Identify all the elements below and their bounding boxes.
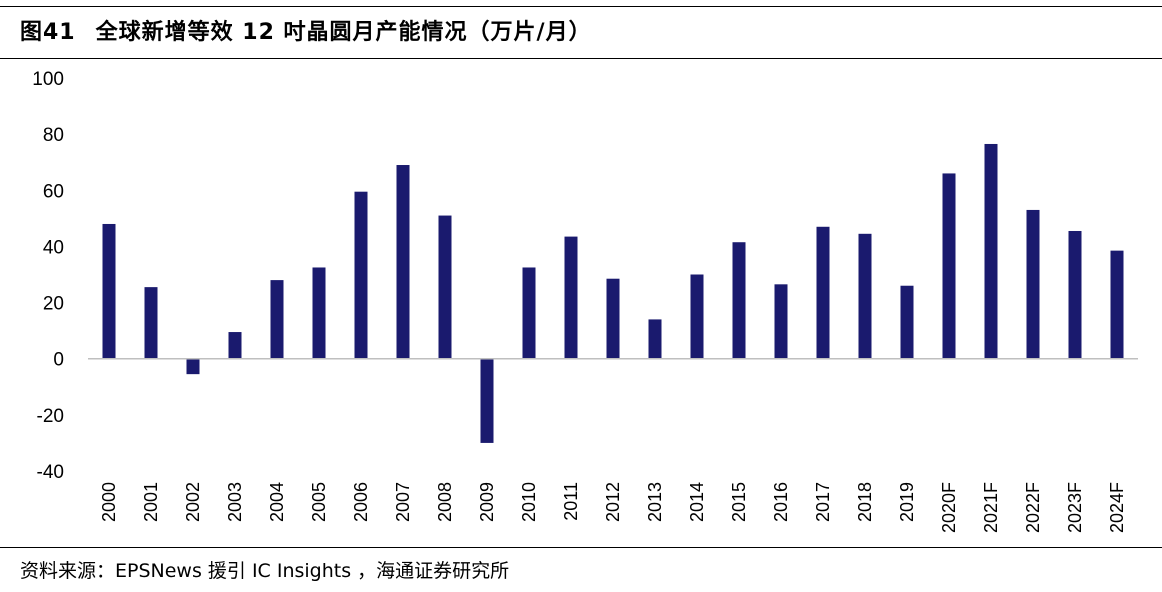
bar-2022F [1026, 209, 1040, 359]
x-tick-label: 2005 [309, 482, 329, 522]
y-tick-label: 20 [43, 294, 64, 315]
bar-2016 [774, 284, 788, 359]
x-tick-label: 2003 [225, 482, 245, 522]
x-tick-label: 2020F [939, 482, 959, 533]
x-tick-label: 2009 [477, 482, 497, 522]
y-tick-label: -20 [37, 406, 64, 427]
x-tick-label: 2021F [981, 482, 1001, 533]
bar-2007 [396, 165, 410, 359]
x-tick-label: 2012 [603, 482, 623, 522]
y-tick-label: 100 [32, 69, 64, 90]
x-tick-label: 2016 [771, 482, 791, 522]
x-tick-label: 2010 [519, 482, 539, 522]
figure-title: 图41 全球新增等效 12 吋晶圆月产能情况（万片/月） [20, 14, 592, 46]
bar-2003 [228, 332, 242, 359]
y-tick-label: 80 [43, 125, 64, 146]
bar-2009 [480, 358, 494, 443]
x-tick-label: 2011 [561, 482, 581, 521]
x-tick-label: 2002 [183, 482, 203, 522]
bar-2017 [816, 226, 830, 359]
x-tick-label: 2015 [729, 482, 749, 522]
x-tick-label: 2000 [99, 482, 119, 522]
bar-2015 [732, 242, 746, 359]
x-tick-label: 2024F [1107, 482, 1127, 533]
bar-2008 [438, 215, 452, 359]
top-rule [0, 6, 1162, 7]
figure-number: 图41 [20, 20, 76, 45]
y-tick-label: 60 [43, 181, 64, 202]
bar-2024F [1110, 250, 1124, 359]
bar-2004 [270, 280, 284, 359]
x-axis-ticks: 2000 2001 2002 2003 2004 2005 2006 2007 2008 2009… [99, 482, 1127, 533]
bars [102, 143, 1124, 443]
x-tick-label: 2006 [351, 482, 371, 522]
bar-2014 [690, 274, 704, 359]
bar-2012 [606, 278, 620, 359]
x-tick-label: 2017 [813, 482, 833, 522]
x-tick-label: 2001 [141, 482, 161, 522]
bar-2010 [522, 267, 536, 359]
bar-2000 [102, 223, 116, 359]
y-tick-label: 40 [43, 237, 64, 258]
y-tick-label: -40 [37, 462, 64, 483]
title-rule [0, 58, 1162, 59]
x-tick-label: 2004 [267, 482, 287, 522]
bar-2001 [144, 287, 158, 359]
x-tick-label: 2022F [1023, 482, 1043, 533]
bar-2019 [900, 285, 914, 359]
bar-2013 [648, 319, 662, 359]
bar-2021F [984, 143, 998, 359]
x-tick-label: 2007 [393, 482, 413, 522]
x-tick-label: 2008 [435, 482, 455, 522]
x-tick-label: 2014 [687, 482, 707, 522]
x-tick-label: 2023F [1065, 482, 1085, 533]
bar-2011 [564, 236, 578, 359]
bar-2005 [312, 267, 326, 359]
x-tick-label: 2019 [897, 482, 917, 522]
bar-2018 [858, 233, 872, 359]
bottom-rule [0, 547, 1162, 548]
source-note: 资料来源：EPSNews 援引 IC Insights ，海通证券研究所 [20, 560, 510, 582]
bar-2020F [942, 173, 956, 359]
bar-2006 [354, 191, 368, 359]
x-tick-label: 2013 [645, 482, 665, 522]
bar-2002 [186, 358, 200, 375]
chart-area: -40 -20 0 20 40 60 80 100 2000 2001 2002 2003 2004 2… [0, 60, 1162, 546]
figure-title-text: 全球新增等效 12 吋晶圆月产能情况（万片/月） [95, 20, 592, 45]
bar-2023F [1068, 230, 1082, 359]
y-tick-label: 0 [53, 350, 64, 371]
x-tick-label: 2018 [855, 482, 875, 522]
y-axis-ticks: -40 -20 0 20 40 60 80 100 [32, 69, 64, 483]
